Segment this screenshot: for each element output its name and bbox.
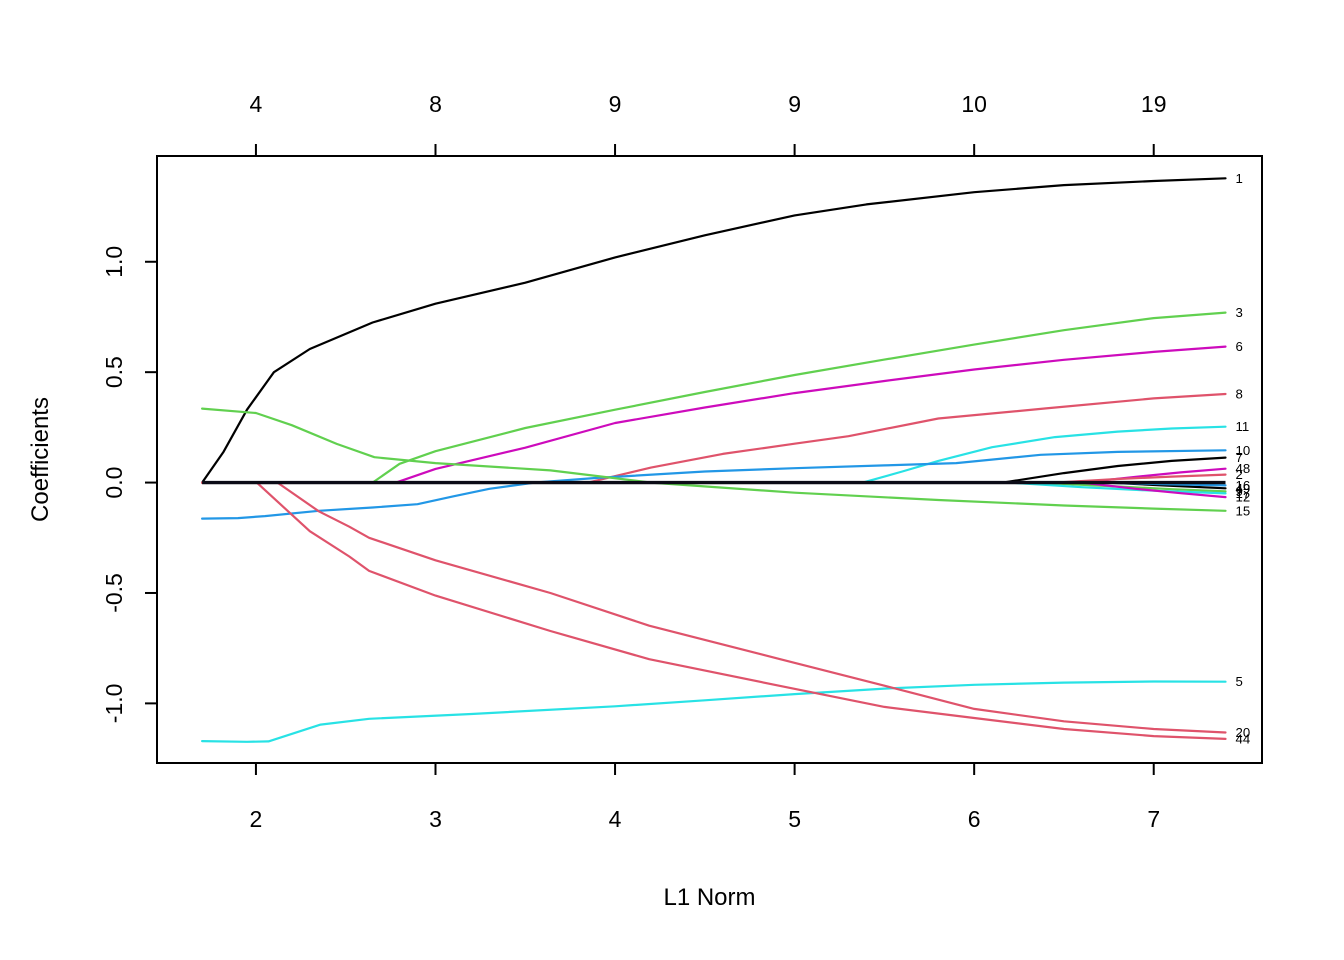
- y-axis-title: Coefficients: [27, 397, 54, 522]
- x-tick-label: 2: [250, 806, 263, 832]
- curve-index-label-17: 17: [1236, 486, 1251, 501]
- series-line-1: [201, 177, 1227, 484]
- x-axis-title: L1 Norm: [663, 884, 755, 911]
- x-tick-label: 7: [1147, 806, 1160, 832]
- series-line-12: [1080, 481, 1227, 499]
- x-tick-label: 3: [429, 806, 442, 832]
- curve-index-label-9: 9: [1236, 484, 1243, 499]
- series-line-8: [586, 392, 1227, 484]
- y-tick-label: -0.5: [101, 573, 127, 613]
- top-axis-df-label: 8: [429, 91, 442, 117]
- curve-index-label-7: 7: [1236, 450, 1243, 465]
- curve-index-label-1: 1: [1236, 171, 1243, 186]
- series-line-6: [394, 345, 1227, 484]
- y-tick-label: 0.5: [101, 356, 127, 388]
- series-line-44: [201, 481, 1227, 741]
- curve-index-label-11: 11: [1236, 419, 1250, 434]
- series-line-15: [201, 407, 1227, 512]
- series-line-17: [1008, 481, 1227, 495]
- series-line-3: [371, 311, 1227, 484]
- series-line-2: [1053, 473, 1227, 484]
- top-axis-df-label: 4: [250, 91, 263, 117]
- curve-index-label-5: 5: [1236, 674, 1243, 689]
- curve-index-label-6: 6: [1236, 339, 1243, 354]
- x-tick-label: 4: [609, 806, 622, 832]
- curve-index-label-3: 3: [1236, 305, 1243, 320]
- series-line-7: [1001, 456, 1227, 484]
- curve-index-label-48: 48: [1236, 461, 1251, 476]
- y-tick-label: -1.0: [101, 684, 127, 724]
- curve-index-label-12: 12: [1236, 490, 1251, 505]
- x-tick-label: 6: [968, 806, 981, 832]
- x-tick-label: 5: [788, 806, 801, 832]
- series-line-9: [1035, 481, 1227, 493]
- top-axis-df-label: 19: [1141, 91, 1167, 117]
- plot-box: [156, 155, 1263, 764]
- series-line-5: [201, 680, 1227, 743]
- y-tick-label: 0.0: [101, 467, 127, 499]
- curve-index-label-8: 8: [1236, 387, 1243, 402]
- series-line-20: [201, 481, 1227, 734]
- series-line-11: [861, 425, 1227, 484]
- curve-index-label-15: 15: [1236, 503, 1251, 518]
- curve-index-label-49: 49: [1236, 481, 1251, 496]
- curve-index-label-20: 20: [1236, 725, 1251, 740]
- curve-index-label-2: 2: [1236, 467, 1243, 482]
- top-axis-df-label: 9: [609, 91, 622, 117]
- top-axis-df-label: 10: [961, 91, 987, 117]
- curve-index-label-16: 16: [1236, 478, 1251, 493]
- top-axis-df-label: 9: [788, 91, 801, 117]
- curve-index-label-10: 10: [1236, 443, 1251, 458]
- curve-index-label-44: 44: [1236, 731, 1251, 746]
- y-tick-label: 1.0: [101, 246, 127, 278]
